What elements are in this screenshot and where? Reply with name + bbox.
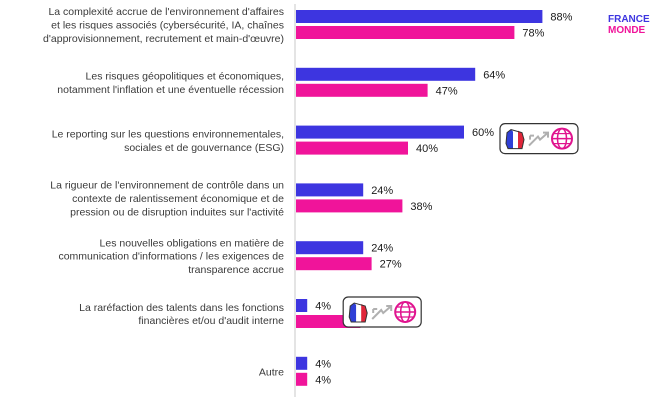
- value-label: 47%: [436, 85, 458, 97]
- category-label-line: La raréfaction des talents dans les fonc…: [79, 302, 284, 314]
- france-flag-white: [513, 130, 518, 149]
- legend: FRANCE MONDE: [608, 14, 650, 36]
- globe-icon: [551, 127, 573, 150]
- bar-france: [296, 67, 476, 81]
- category-label-line: communication d'informations / les exige…: [58, 251, 284, 263]
- badges: [342, 122, 579, 328]
- category-label: Le reporting sur les questions environne…: [52, 128, 284, 153]
- value-label: 4%: [315, 358, 331, 370]
- france-flag-white: [356, 304, 362, 322]
- bar-france: [296, 183, 364, 197]
- category-label: La rigueur de l'environnement de contrôl…: [50, 180, 284, 219]
- category-label-line: transparence accrue: [188, 264, 284, 276]
- bar-france: [296, 10, 543, 23]
- bar-monde: [296, 257, 372, 271]
- category-label-line: et les risques associés (cybersécurité, …: [51, 20, 284, 32]
- value-labels: 88%78%64%47%60%40%24%38%24%27%4%23%4%4%: [315, 12, 572, 387]
- bar-france: [296, 299, 308, 312]
- category-label-line: contexte de ralentissement économique et…: [72, 193, 284, 205]
- bar-france: [296, 241, 364, 255]
- category-label-line: notamment l'inflation et une éventuelle …: [57, 84, 284, 96]
- france-flag-blue: [506, 129, 513, 149]
- bar-france: [296, 125, 464, 139]
- category-label-line: La rigueur de l'environnement de contrôl…: [50, 180, 284, 192]
- bar-monde: [296, 199, 403, 213]
- category-label-line: Les nouvelles obligations en matière de: [100, 237, 285, 249]
- bar-monde: [296, 372, 308, 386]
- bar-monde: [296, 26, 515, 39]
- category-label: La raréfaction des talents dans les fonc…: [79, 302, 284, 327]
- category-label: Autre: [259, 366, 284, 378]
- category-label-line: pression ou de disruption induites sur l…: [70, 206, 284, 218]
- category-label-line: Autre: [259, 366, 284, 378]
- trend-arrow-up-icon: [371, 305, 393, 320]
- category-label-line: sociales et de gouvernance (ESG): [124, 142, 284, 154]
- france-outline: [505, 129, 525, 150]
- value-label: 24%: [371, 243, 393, 255]
- category-labels: La complexité accrue de l'environnement …: [43, 6, 284, 378]
- legend-monde: MONDE: [608, 25, 646, 36]
- value-label: 24%: [371, 185, 393, 197]
- trend-arrow-back-icon: [372, 308, 378, 313]
- france-map-icon: [348, 302, 368, 323]
- france-to-world-divergence-icon: [499, 122, 579, 155]
- category-label: La complexité accrue de l'environnement …: [43, 6, 284, 45]
- france-to-world-divergence-icon: [342, 296, 422, 328]
- bar-france: [296, 356, 308, 370]
- trend-arrow-back-icon: [529, 134, 534, 140]
- value-label: 38%: [410, 201, 432, 213]
- category-label-line: Le reporting sur les questions environne…: [52, 128, 284, 140]
- france-flag-blue: [349, 303, 357, 322]
- category-label-line: d'approvisionnement, recrutement et main…: [43, 33, 284, 45]
- globe-icon: [394, 301, 417, 323]
- france-map-icon: [505, 129, 525, 150]
- category-label-line: financières et/ou d'audit interne: [138, 315, 284, 327]
- bar-monde: [296, 83, 428, 97]
- category-label: Les nouvelles obligations en matière de c…: [58, 237, 284, 276]
- legend-france: FRANCE: [608, 14, 650, 25]
- value-label: 78%: [522, 28, 544, 40]
- france-outline: [348, 302, 368, 323]
- value-label: 64%: [483, 69, 505, 81]
- value-label: 4%: [315, 374, 331, 386]
- value-label: 60%: [472, 127, 494, 139]
- bar-monde: [296, 141, 408, 155]
- value-label: 27%: [380, 259, 402, 271]
- bars: [296, 10, 543, 386]
- category-label: Les risques géopolitiques et économiques…: [57, 71, 284, 96]
- value-label: 4%: [315, 301, 331, 313]
- trend-arrow-up-icon: [528, 131, 549, 147]
- category-label-line: Les risques géopolitiques et économiques…: [86, 71, 284, 83]
- value-label: 88%: [550, 12, 572, 24]
- category-label-line: La complexité accrue de l'environnement …: [48, 6, 284, 18]
- value-label: 40%: [416, 143, 438, 155]
